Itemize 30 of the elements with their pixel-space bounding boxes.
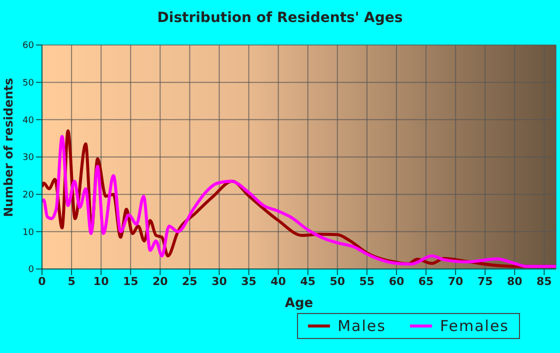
y-tick-label: 20 — [22, 190, 34, 201]
x-tick-label: 25 — [182, 274, 198, 288]
x-tick-label: 10 — [93, 274, 110, 288]
x-tick-label: 60 — [388, 274, 404, 288]
x-tick-label: 75 — [477, 274, 493, 288]
y-axis-title: Number of residents — [1, 78, 16, 217]
legend-label: Males — [336, 317, 386, 335]
x-tick-label: 70 — [448, 274, 464, 288]
x-tick-label: 30 — [212, 274, 228, 288]
y-tick-label: 40 — [22, 116, 34, 126]
x-tick-label: 5 — [68, 274, 76, 288]
y-tick-label: 30 — [22, 153, 34, 164]
x-tick-label: 80 — [506, 274, 523, 288]
x-axis-title: Age — [284, 296, 314, 311]
y-tick-label: 50 — [22, 78, 34, 89]
chart-title: Distribution of Residents' Ages — [156, 10, 404, 26]
legend-label: Females — [438, 317, 509, 335]
x-tick-label: 20 — [152, 274, 168, 288]
x-tick-label: 50 — [330, 274, 346, 288]
x-tick-label: 0 — [38, 274, 46, 288]
x-tick-label: 45 — [300, 274, 316, 288]
x-tick-label: 55 — [359, 274, 375, 288]
x-tick-label: 15 — [122, 274, 138, 288]
x-tick-label: 85 — [536, 274, 552, 288]
y-tick-label: 60 — [22, 41, 34, 52]
x-tick-label: 65 — [418, 274, 434, 288]
y-tick-label: 0 — [28, 265, 34, 276]
y-tick-label: 10 — [22, 228, 34, 238]
x-tick-label: 35 — [241, 274, 256, 288]
x-tick-label: 40 — [270, 274, 286, 288]
